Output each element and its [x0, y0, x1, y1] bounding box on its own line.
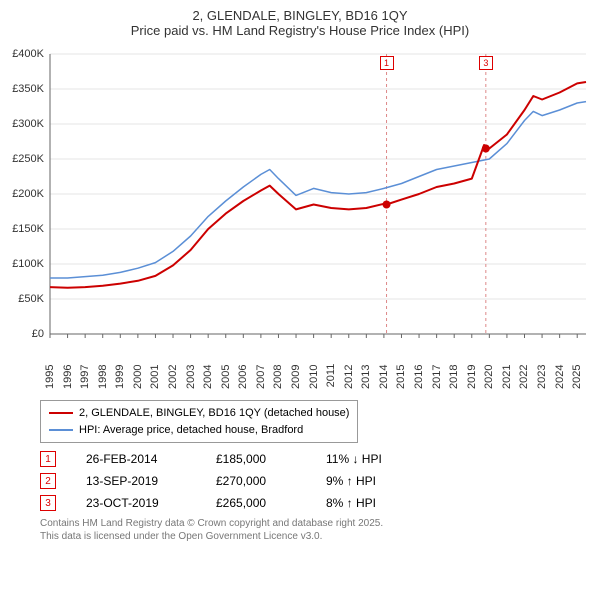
x-tick-label: 2006	[237, 364, 249, 388]
x-tick-label: 2013	[360, 364, 372, 388]
x-tick-label: 1999	[114, 364, 126, 388]
x-tick-label: 2000	[132, 364, 144, 388]
line-chart-svg	[10, 44, 590, 394]
x-tick-label: 2007	[255, 364, 267, 388]
sales-row: 3 23-OCT-2019 £265,000 8% ↑ HPI	[40, 495, 590, 511]
x-tick-label: 2021	[501, 364, 513, 388]
y-tick-label: £150K	[12, 223, 44, 235]
page-root: 2, GLENDALE, BINGLEY, BD16 1QY Price pai…	[0, 0, 600, 553]
sales-row: 1 26-FEB-2014 £185,000 11% ↓ HPI	[40, 451, 590, 467]
sale-diff: 8% ↑ HPI	[326, 496, 416, 510]
footer-attribution: Contains HM Land Registry data © Crown c…	[40, 517, 590, 543]
legend-swatch	[49, 412, 73, 414]
legend-label: 2, GLENDALE, BINGLEY, BD16 1QY (detached…	[79, 405, 349, 422]
y-tick-label: £350K	[12, 83, 44, 95]
y-tick-label: £0	[32, 328, 44, 340]
x-tick-label: 2015	[395, 364, 407, 388]
x-tick-label: 2016	[413, 364, 425, 388]
x-tick-label: 2020	[483, 364, 495, 388]
x-tick-label: 2005	[220, 364, 232, 388]
sale-marker-badge: 3	[40, 495, 56, 511]
x-tick-label: 1997	[79, 364, 91, 388]
title-line2: Price paid vs. HM Land Registry's House …	[10, 23, 590, 38]
x-tick-label: 2008	[272, 364, 284, 388]
x-tick-label: 2012	[343, 364, 355, 388]
x-tick-label: 2023	[536, 364, 548, 388]
y-tick-label: £100K	[12, 258, 44, 270]
sale-marker-badge: 1	[40, 451, 56, 467]
sale-date: 13-SEP-2019	[86, 474, 186, 488]
x-tick-label: 2001	[149, 364, 161, 388]
x-tick-label: 2019	[466, 364, 478, 388]
sales-row: 2 13-SEP-2019 £270,000 9% ↑ HPI	[40, 473, 590, 489]
x-tick-label: 1995	[44, 364, 56, 388]
x-tick-label: 2025	[571, 364, 583, 388]
y-tick-label: £250K	[12, 153, 44, 165]
x-tick-label: 1998	[97, 364, 109, 388]
footer-line2: This data is licensed under the Open Gov…	[40, 530, 590, 543]
sale-date: 23-OCT-2019	[86, 496, 186, 510]
legend-label: HPI: Average price, detached house, Brad…	[79, 422, 303, 439]
y-tick-label: £400K	[12, 48, 44, 60]
x-tick-label: 2011	[325, 364, 337, 388]
chart-area: £0 £50K £100K £150K £200K £250K £300K £350K £400…	[10, 44, 590, 394]
legend: 2, GLENDALE, BINGLEY, BD16 1QY (detached…	[40, 400, 358, 443]
x-tick-label: 2018	[448, 364, 460, 388]
x-tick-label: 2004	[202, 364, 214, 388]
x-tick-label: 2017	[431, 364, 443, 388]
footer-line1: Contains HM Land Registry data © Crown c…	[40, 517, 590, 530]
x-tick-label: 2014	[378, 364, 390, 388]
sale-price: £270,000	[216, 474, 296, 488]
chart-sale-marker-badge: 3	[479, 56, 493, 70]
sales-table: 1 26-FEB-2014 £185,000 11% ↓ HPI 2 13-SE…	[40, 451, 590, 511]
x-tick-label: 2022	[518, 364, 530, 388]
legend-swatch	[49, 429, 73, 431]
legend-item: 2, GLENDALE, BINGLEY, BD16 1QY (detached…	[49, 405, 349, 422]
y-tick-label: £50K	[18, 293, 44, 305]
x-tick-label: 2024	[554, 364, 566, 388]
x-tick-label: 1996	[62, 364, 74, 388]
chart-sale-marker-badge: 1	[380, 56, 394, 70]
x-tick-label: 2002	[167, 364, 179, 388]
title-line1: 2, GLENDALE, BINGLEY, BD16 1QY	[10, 8, 590, 23]
x-tick-label: 2010	[308, 364, 320, 388]
x-tick-label: 2003	[185, 364, 197, 388]
sale-marker-badge: 2	[40, 473, 56, 489]
sale-price: £265,000	[216, 496, 296, 510]
sale-date: 26-FEB-2014	[86, 452, 186, 466]
sale-diff: 9% ↑ HPI	[326, 474, 416, 488]
x-tick-label: 2009	[290, 364, 302, 388]
sale-price: £185,000	[216, 452, 296, 466]
sale-diff: 11% ↓ HPI	[326, 452, 416, 466]
chart-title-block: 2, GLENDALE, BINGLEY, BD16 1QY Price pai…	[10, 8, 590, 38]
legend-item: HPI: Average price, detached house, Brad…	[49, 422, 349, 439]
y-tick-label: £300K	[12, 118, 44, 130]
y-tick-label: £200K	[12, 188, 44, 200]
